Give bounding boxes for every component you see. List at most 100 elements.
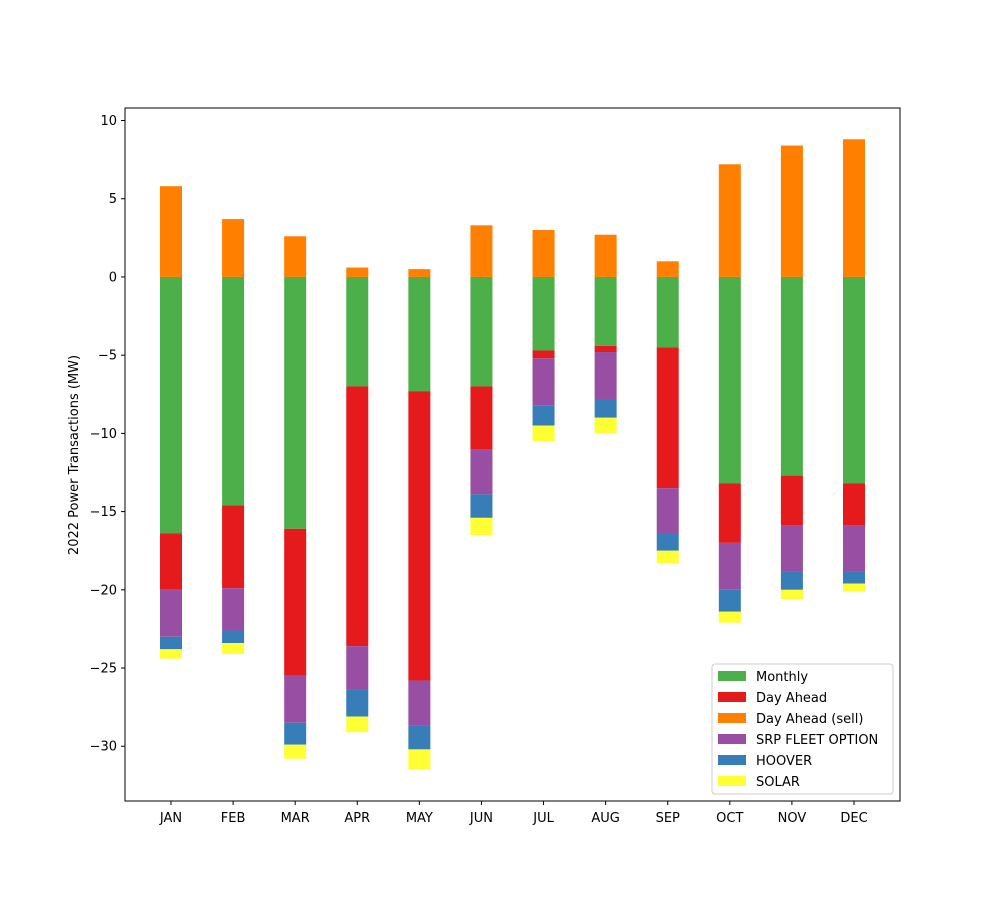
y-tick-label: −5 [98, 349, 117, 364]
legend-label-srp-fleet-option: SRP FLEET OPTION [756, 733, 878, 748]
y-tick-label: 5 [109, 192, 117, 207]
bars-layer [160, 139, 865, 770]
bar-hoover-sep [656, 533, 679, 551]
bar-hoover-nov [780, 571, 803, 590]
x-tick-label-sep: SEP [656, 811, 680, 826]
legend: Monthly Day Ahead Day Ahead (sell) SRP FLEE… [711, 663, 894, 795]
bar-solar-sep [656, 550, 679, 564]
bar-day-ahead-sell-sep [656, 261, 679, 277]
x-axis: JAN FEB MAR APR MAY JUN JUL AUG SEP OCT NOV DEC [159, 801, 868, 826]
bar-monthly-jul [532, 276, 555, 351]
bar-srp-fleet-option-jun [470, 449, 493, 495]
x-tick-label-may: MAY [406, 811, 433, 826]
bar-hoover-apr [346, 689, 369, 717]
bar-monthly-oct [718, 276, 741, 484]
bar-day-ahead-sell-may [408, 269, 431, 277]
y-tick-label: −30 [90, 740, 117, 755]
legend-label-hoover: HOOVER [756, 754, 812, 769]
bar-monthly-nov [780, 276, 803, 476]
bar-day-ahead-jun [470, 386, 493, 450]
y-tick-label: −15 [90, 505, 117, 520]
bar-srp-fleet-option-may [408, 680, 431, 726]
bar-monthly-sep [656, 276, 679, 348]
bar-day-ahead-apr [346, 386, 369, 647]
y-tick-label: −25 [90, 662, 117, 677]
bar-day-ahead-sell-jul [532, 230, 555, 277]
bar-monthly-jan [160, 276, 182, 534]
bar-hoover-mar [284, 722, 307, 745]
legend-swatch-srp-fleet-option [718, 734, 746, 744]
bar-hoover-dec [843, 571, 865, 584]
bar-monthly-jun [470, 276, 493, 387]
bar-day-ahead-sell-mar [284, 236, 307, 277]
bar-srp-fleet-option-aug [594, 352, 617, 399]
x-tick-label-aug: AUG [591, 811, 619, 826]
bar-monthly-aug [594, 276, 617, 346]
x-tick-label-oct: OCT [716, 811, 743, 826]
legend-swatch-hoover [718, 755, 746, 765]
bar-monthly-may [408, 276, 431, 392]
y-axis: 10 5 0 −5 −10 −15 −20 −25 −30 [90, 114, 125, 755]
bar-srp-fleet-option-apr [346, 646, 369, 690]
bar-monthly-mar [284, 276, 307, 529]
legend-swatch-monthly [718, 671, 746, 681]
y-tick-label: −10 [90, 427, 117, 442]
legend-swatch-day-ahead-sell [718, 713, 746, 723]
legend-box [711, 663, 894, 795]
bar-solar-dec [843, 583, 865, 592]
bar-solar-jun [470, 517, 493, 536]
bar-day-ahead-sell-jun [470, 225, 493, 277]
bar-day-ahead-sell-aug [594, 234, 617, 277]
x-tick-label-feb: FEB [221, 811, 246, 826]
bar-solar-nov [780, 589, 803, 600]
bar-day-ahead-sell-jan [160, 186, 182, 277]
y-tick-label: 0 [109, 270, 117, 285]
bar-solar-jul [532, 425, 555, 442]
bar-day-ahead-sell-nov [780, 145, 803, 277]
legend-label-solar: SOLAR [756, 775, 800, 790]
legend-swatch-solar [718, 776, 746, 786]
bar-day-ahead-may [408, 391, 431, 681]
y-tick-label: 10 [100, 114, 117, 129]
bar-srp-fleet-option-jan [160, 589, 182, 637]
bar-srp-fleet-option-dec [843, 525, 865, 572]
bar-monthly-apr [346, 276, 369, 387]
x-tick-label-dec: DEC [840, 811, 867, 826]
bar-hoover-jul [532, 405, 555, 426]
bar-day-ahead-sell-oct [718, 164, 741, 277]
bar-day-ahead-jan [160, 533, 182, 590]
legend-swatch-day-ahead [718, 692, 746, 702]
bar-solar-oct [718, 611, 741, 623]
bar-hoover-oct [718, 589, 741, 612]
bar-hoover-may [408, 725, 431, 750]
plot-frame [124, 107, 901, 802]
bar-srp-fleet-option-jul [532, 358, 555, 406]
bar-day-ahead-feb [222, 505, 245, 589]
bar-day-ahead-sell-feb [222, 219, 245, 277]
bar-solar-may [408, 749, 431, 770]
bar-monthly-feb [222, 276, 245, 506]
x-tick-label-mar: MAR [281, 811, 310, 826]
bar-day-ahead-sell-dec [843, 139, 865, 277]
bar-solar-jan [160, 649, 182, 659]
bar-solar-apr [346, 716, 369, 733]
y-tick-label: −20 [90, 583, 117, 598]
x-tick-label-nov: NOV [778, 811, 807, 826]
bar-srp-fleet-option-feb [222, 588, 245, 631]
x-tick-label-jun: JUN [469, 811, 493, 826]
bar-monthly-dec [843, 276, 865, 484]
bar-day-ahead-sep [656, 347, 679, 489]
bar-srp-fleet-option-oct [718, 542, 741, 590]
legend-label-day-ahead: Day Ahead [756, 691, 827, 706]
bar-day-ahead-mar [284, 528, 307, 676]
bar-day-ahead-dec [843, 483, 865, 526]
bar-day-ahead-aug [594, 345, 617, 353]
bar-day-ahead-oct [718, 483, 741, 543]
x-tick-label-jul: JUL [532, 811, 554, 826]
bar-day-ahead-sell-apr [346, 267, 369, 277]
bar-day-ahead-nov [780, 475, 803, 526]
bar-hoover-jan [160, 636, 182, 650]
legend-label-monthly: Monthly [756, 670, 808, 685]
bar-hoover-jun [470, 494, 493, 518]
